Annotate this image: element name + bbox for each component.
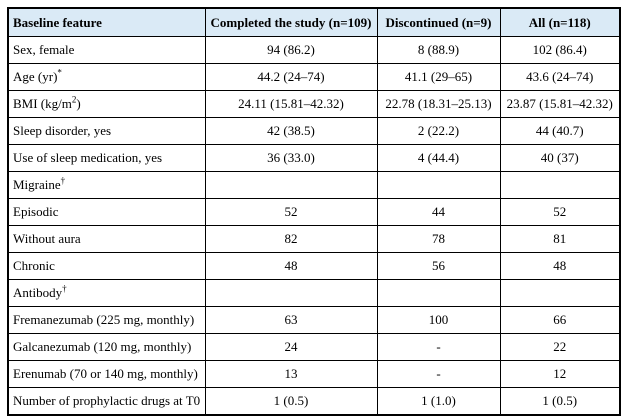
feature-label: Number of prophylactic drugs at T0 [13, 393, 201, 408]
feature-cell: Use of sleep medication, yes [7, 144, 206, 172]
column-header-discontinued: Discontinued (n=9) [376, 7, 501, 37]
feature-cell: BMI (kg/m2) [7, 90, 206, 118]
table-row: Sleep disorder, yes 42 (38.5) 2 (22.2) 44 (… [7, 117, 621, 145]
feature-label: Sex, female [13, 42, 75, 57]
feature-cell: Galcanezumab (120 mg, monthly) [7, 333, 206, 361]
value-cell: - [376, 333, 501, 361]
value-cell: 2 (22.2) [376, 117, 501, 145]
value-cell: 22.78 (18.31–25.13) [376, 90, 501, 118]
table-row: Chronic 48 56 48 [7, 252, 621, 280]
value-cell: 43.6 (24–74) [499, 63, 621, 91]
table-row: Fremanezumab (225 mg, monthly) 63 100 66 [7, 306, 621, 334]
value-cell: 40 (37) [499, 144, 621, 172]
feature-cell: Sleep disorder, yes [7, 117, 206, 145]
value-cell [204, 279, 378, 307]
value-cell: 81 [499, 225, 621, 253]
baseline-characteristics-table: Baseline feature Completed the study (n=… [7, 7, 621, 416]
feature-label: Age (yr) [13, 69, 58, 84]
table-row: Age (yr)* 44.2 (24–74) 41.1 (29–65) 43.6 (2… [7, 63, 621, 91]
feature-superscript: † [62, 283, 67, 294]
feature-label: Erenumab (70 or 140 mg, monthly) [13, 366, 198, 381]
table-body: Sex, female 94 (86.2) 8 (88.9) 102 (86.4) Ag… [7, 36, 621, 416]
table-row: BMI (kg/m2) 24.11 (15.81–42.32) 22.78 (18.… [7, 90, 621, 118]
feature-label: Galcanezumab (120 mg, monthly) [13, 339, 192, 354]
feature-label-suffix: ) [76, 96, 81, 111]
table-row: Without aura 82 78 81 [7, 225, 621, 253]
feature-cell: Age (yr)* [7, 63, 206, 91]
value-cell: 24 [204, 333, 378, 361]
feature-superscript: 2 [71, 94, 77, 105]
feature-label: Chronic [13, 258, 55, 273]
feature-cell: Antibody† [7, 279, 206, 307]
value-cell: 42 (38.5) [204, 117, 378, 145]
table-row: Antibody† [7, 279, 621, 307]
feature-cell: Number of prophylactic drugs at T0 [7, 387, 206, 416]
value-cell: 82 [204, 225, 378, 253]
value-cell: 52 [499, 198, 621, 226]
value-cell: 44 [376, 198, 501, 226]
feature-cell: Without aura [7, 225, 206, 253]
feature-cell: Migraine† [7, 171, 206, 199]
value-cell [499, 279, 621, 307]
column-header-baseline-feature: Baseline feature [7, 7, 206, 37]
value-cell: 48 [499, 252, 621, 280]
feature-cell: Erenumab (70 or 140 mg, monthly) [7, 360, 206, 388]
value-cell: 100 [376, 306, 501, 334]
value-cell: 24.11 (15.81–42.32) [204, 90, 378, 118]
feature-cell: Chronic [7, 252, 206, 280]
feature-label: BMI (kg/m [13, 96, 72, 111]
table-row: Migraine† [7, 171, 621, 199]
value-cell: 36 (33.0) [204, 144, 378, 172]
table-row: Sex, female 94 (86.2) 8 (88.9) 102 (86.4) [7, 36, 621, 64]
value-cell: 66 [499, 306, 621, 334]
column-header-all: All (n=118) [499, 7, 621, 37]
column-header-completed: Completed the study (n=109) [204, 7, 378, 37]
value-cell: 44.2 (24–74) [204, 63, 378, 91]
value-cell: 56 [376, 252, 501, 280]
value-cell: 1 (1.0) [376, 387, 501, 416]
table-row: Erenumab (70 or 140 mg, monthly) 13-12 [7, 360, 621, 388]
feature-cell: Fremanezumab (225 mg, monthly) [7, 306, 206, 334]
value-cell: - [376, 360, 501, 388]
value-cell: 13 [204, 360, 378, 388]
value-cell [499, 171, 621, 199]
feature-label: Sleep disorder, yes [13, 123, 112, 138]
value-cell: 23.87 (15.81–42.32) [499, 90, 621, 118]
table-row: Use of sleep medication, yes 36 (33.0) 4 (… [7, 144, 621, 172]
header-row: Baseline feature Completed the study (n=… [7, 7, 621, 37]
value-cell: 102 (86.4) [499, 36, 621, 64]
value-cell [376, 171, 501, 199]
value-cell: 8 (88.9) [376, 36, 501, 64]
feature-label: Episodic [13, 204, 59, 219]
value-cell: 4 (44.4) [376, 144, 501, 172]
value-cell [376, 279, 501, 307]
feature-superscript: † [60, 175, 66, 186]
feature-label: Antibody [13, 285, 63, 300]
feature-label: Migraine [13, 177, 61, 192]
value-cell: 48 [204, 252, 378, 280]
feature-label: Use of sleep medication, yes [13, 150, 163, 165]
feature-cell: Sex, female [7, 36, 206, 64]
value-cell: 41.1 (29–65) [376, 63, 501, 91]
feature-cell: Episodic [7, 198, 206, 226]
value-cell: 44 (40.7) [499, 117, 621, 145]
feature-label: Fremanezumab (225 mg, monthly) [13, 312, 195, 327]
value-cell: 78 [376, 225, 501, 253]
table-row: Episodic 52 44 52 [7, 198, 621, 226]
value-cell: 52 [204, 198, 378, 226]
value-cell [204, 171, 378, 199]
value-cell: 1 (0.5) [499, 387, 621, 416]
value-cell: 22 [499, 333, 621, 361]
table-row: Number of prophylactic drugs at T0 1 (0.5… [7, 387, 621, 416]
value-cell: 94 (86.2) [204, 36, 378, 64]
feature-label: Without aura [13, 231, 81, 246]
table-row: Galcanezumab (120 mg, monthly) 24-22 [7, 333, 621, 361]
value-cell: 63 [204, 306, 378, 334]
value-cell: 12 [499, 360, 621, 388]
value-cell: 1 (0.5) [204, 387, 378, 416]
feature-superscript: * [57, 67, 62, 78]
